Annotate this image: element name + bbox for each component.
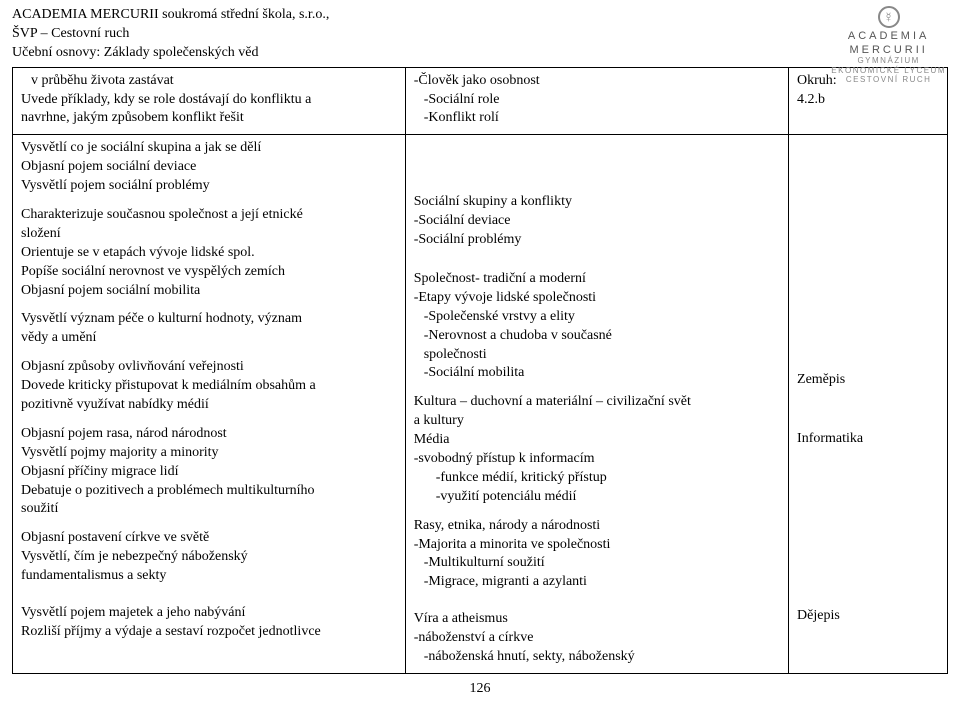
text-line: Vysvětlí pojem majetek a jeho nabývání: [21, 605, 245, 620]
text-line: -Migrace, migranti a azylanti: [414, 573, 780, 592]
content-cell: -Člověk jako osobnost -Sociální role -Ko…: [405, 67, 788, 135]
logo-brand-2: MERCURII: [831, 44, 946, 56]
text-line: Charakterizuje současnou společnost a je…: [21, 207, 303, 222]
text-line: Vysvětlí pojmy majority a minority: [21, 445, 219, 460]
header-line-3: Učební osnovy: Základy společenských věd: [12, 44, 948, 63]
text-line: -Majorita a minorita ve společnosti: [414, 537, 611, 552]
text-line: pozitivně využívat nabídky médií: [21, 397, 209, 412]
text-line: -Sociální role: [414, 91, 780, 110]
curriculum-table: v průběhu života zastávat Uvede příklady…: [12, 67, 948, 674]
text-line: -Sociální deviace: [414, 213, 511, 228]
page-header: ACADEMIA MERCURII soukromá střední škola…: [0, 0, 960, 67]
text-line: Zeměpis: [797, 371, 939, 390]
text-line: Informatika: [797, 430, 939, 449]
text-line: Popíše sociální nerovnost ve vyspělých z…: [21, 264, 285, 279]
logo-sub-1: GYMNÁZIUM: [831, 56, 946, 66]
mercury-icon: ☿: [878, 6, 900, 28]
text-line: vědy a umění: [21, 330, 96, 345]
text-line: Média: [414, 432, 450, 447]
text-line: Vysvětlí co je sociální skupina a jak se…: [21, 140, 261, 155]
content-cell: Sociální skupiny a konflikty -Sociální d…: [405, 135, 788, 674]
text-line: složení: [21, 226, 61, 241]
text-line: Objasní postavení církve ve světě: [21, 530, 209, 545]
text-line: soužití: [21, 501, 58, 516]
table-row: v průběhu života zastávat Uvede příklady…: [13, 67, 948, 135]
text-line: -Nerovnost a chudoba v současné: [414, 327, 780, 346]
text-line: Vysvětlí, čím je nebezpečný náboženský: [21, 549, 248, 564]
text-line: -Sociální mobilita: [414, 364, 780, 383]
text-line: -využití potenciálu médií: [414, 488, 780, 507]
text-line: Rasy, etnika, národy a národnosti: [414, 518, 601, 533]
logo-sub-3: CESTOVNÍ RUCH: [831, 75, 946, 85]
text-line: Dovede kriticky přistupovat k mediálním …: [21, 378, 316, 393]
text-line: -Člověk jako osobnost: [414, 73, 540, 88]
text-line: -Společenské vrstvy a elity: [414, 308, 780, 327]
text-line: Objasní způsoby ovlivňování veřejnosti: [21, 359, 244, 374]
text-line: Objasní příčiny migrace lidí: [21, 464, 178, 479]
outcomes-cell: Vysvětlí co je sociální skupina a jak se…: [13, 135, 406, 674]
text-line: -svobodný přístup k informacím: [414, 451, 595, 466]
text-line: v průběhu života zastávat: [21, 72, 397, 91]
text-line: Orientuje se v etapách vývoje lidské spo…: [21, 245, 255, 260]
text-line: a kultury: [414, 413, 464, 428]
text-line: Debatuje o pozitivech a problémech multi…: [21, 483, 315, 498]
logo-sub-2: EKONOMICKÉ LYCEUM: [831, 66, 946, 76]
header-line-1: ACADEMIA MERCURII soukromá střední škola…: [12, 6, 948, 25]
text-line: -náboženská hnutí, sekty, náboženský: [414, 648, 780, 667]
text-line: Dějepis: [797, 607, 939, 626]
text-line: Objasní pojem sociální mobilita: [21, 283, 200, 298]
text-line: Kultura – duchovní a materiální – civili…: [414, 394, 691, 409]
text-line: společnosti: [414, 346, 780, 365]
text-line: Víra a atheismus: [414, 611, 508, 626]
text-line: Objasní pojem sociální deviace: [21, 159, 196, 174]
text-line: navrhne, jakým způsobem konflikt řešit: [21, 110, 244, 125]
text-line: Společnost- tradiční a moderní: [414, 271, 586, 286]
logo-brand-1: ACADEMIA: [831, 30, 946, 42]
text-line: -funkce médií, kritický přístup: [414, 469, 780, 488]
text-line: Sociální skupiny a konflikty: [414, 194, 572, 209]
text-line: Rozliší příjmy a výdaje a sestaví rozpoč…: [21, 624, 321, 639]
text-line: 4.2.b: [797, 92, 825, 107]
text-line: -náboženství a církve: [414, 630, 534, 645]
text-line: Objasní pojem rasa, národ národnost: [21, 426, 227, 441]
text-line: Vysvětlí pojem sociální problémy: [21, 178, 210, 193]
links-cell: Zeměpis Informatika Dějepis: [789, 135, 948, 674]
text-line: -Sociální problémy: [414, 232, 522, 247]
text-line: -Konflikt rolí: [414, 109, 780, 128]
text-line: Uvede příklady, kdy se role dostávají do…: [21, 92, 311, 107]
school-logo: ☿ ACADEMIA MERCURII GYMNÁZIUM EKONOMICKÉ…: [831, 6, 946, 85]
outcomes-cell: v průběhu života zastávat Uvede příklady…: [13, 67, 406, 135]
table-row: Vysvětlí co je sociální skupina a jak se…: [13, 135, 948, 674]
text-line: fundamentalismus a sekty: [21, 568, 166, 583]
page-number: 126: [0, 681, 960, 697]
text-line: -Multikulturní soužití: [414, 554, 780, 573]
text-line: Vysvětlí význam péče o kulturní hodnoty,…: [21, 311, 302, 326]
text-line: -Etapy vývoje lidské společnosti: [414, 290, 596, 305]
header-line-2: ŠVP – Cestovní ruch: [12, 25, 948, 44]
